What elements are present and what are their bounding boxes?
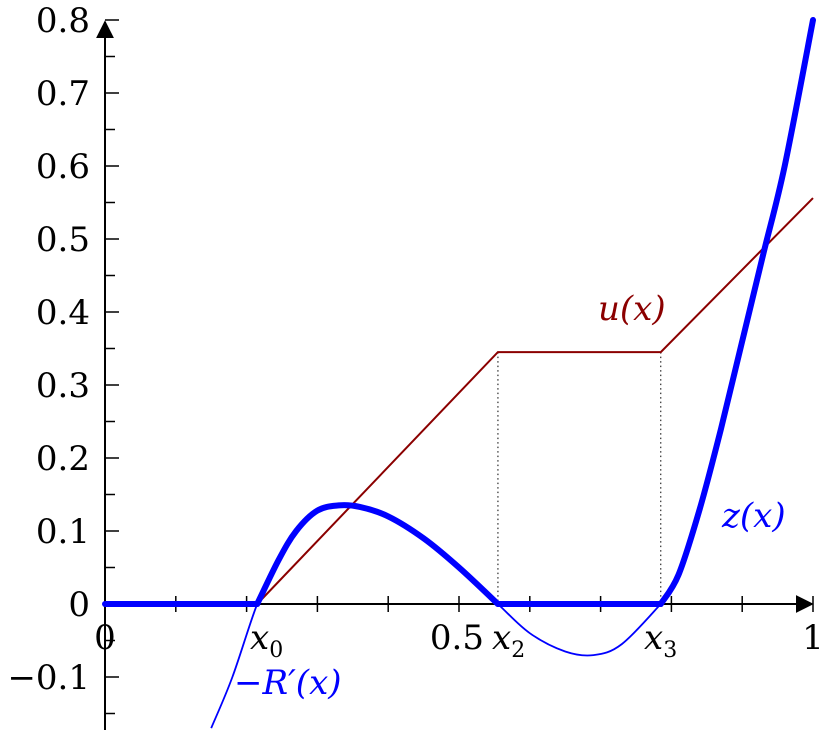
x-tick-label: 0.5	[430, 618, 484, 658]
x-tick-label: 1	[802, 618, 824, 658]
u-curve	[256, 197, 814, 605]
y-tick-label: 0.8	[36, 1, 90, 41]
y-tick-label: 0.3	[36, 366, 90, 406]
z-curve	[657, 17, 816, 607]
y-tick-label: −0.1	[7, 658, 90, 698]
r-prime-curve-label: −R′(x)	[234, 663, 342, 703]
x2-marker-label: x2	[492, 618, 525, 663]
y-tick-label: 0.2	[36, 439, 90, 479]
z-curve-label: z(x)	[721, 496, 786, 536]
z-curve	[254, 502, 501, 607]
tick-labels-layer: −0.100.10.20.30.40.50.60.70.80 0.5 1	[7, 1, 823, 698]
y-tick-label: 0.6	[36, 147, 90, 187]
guides-layer	[497, 352, 662, 604]
y-tick-label: 0.1	[36, 512, 90, 552]
y-tick-label: 0.4	[36, 293, 90, 333]
y-tick-label: 0.5	[36, 220, 90, 260]
y-tick-label: 0.7	[36, 74, 90, 114]
x-tick-label: 0	[94, 618, 116, 658]
series-layer	[102, 17, 816, 729]
ticks-layer	[105, 19, 814, 715]
x0-marker-label: x0	[250, 618, 283, 663]
x3-marker-label: x3	[644, 618, 677, 663]
u-curve-label: u(x)	[598, 289, 666, 329]
y-tick-label: 0	[68, 585, 90, 625]
